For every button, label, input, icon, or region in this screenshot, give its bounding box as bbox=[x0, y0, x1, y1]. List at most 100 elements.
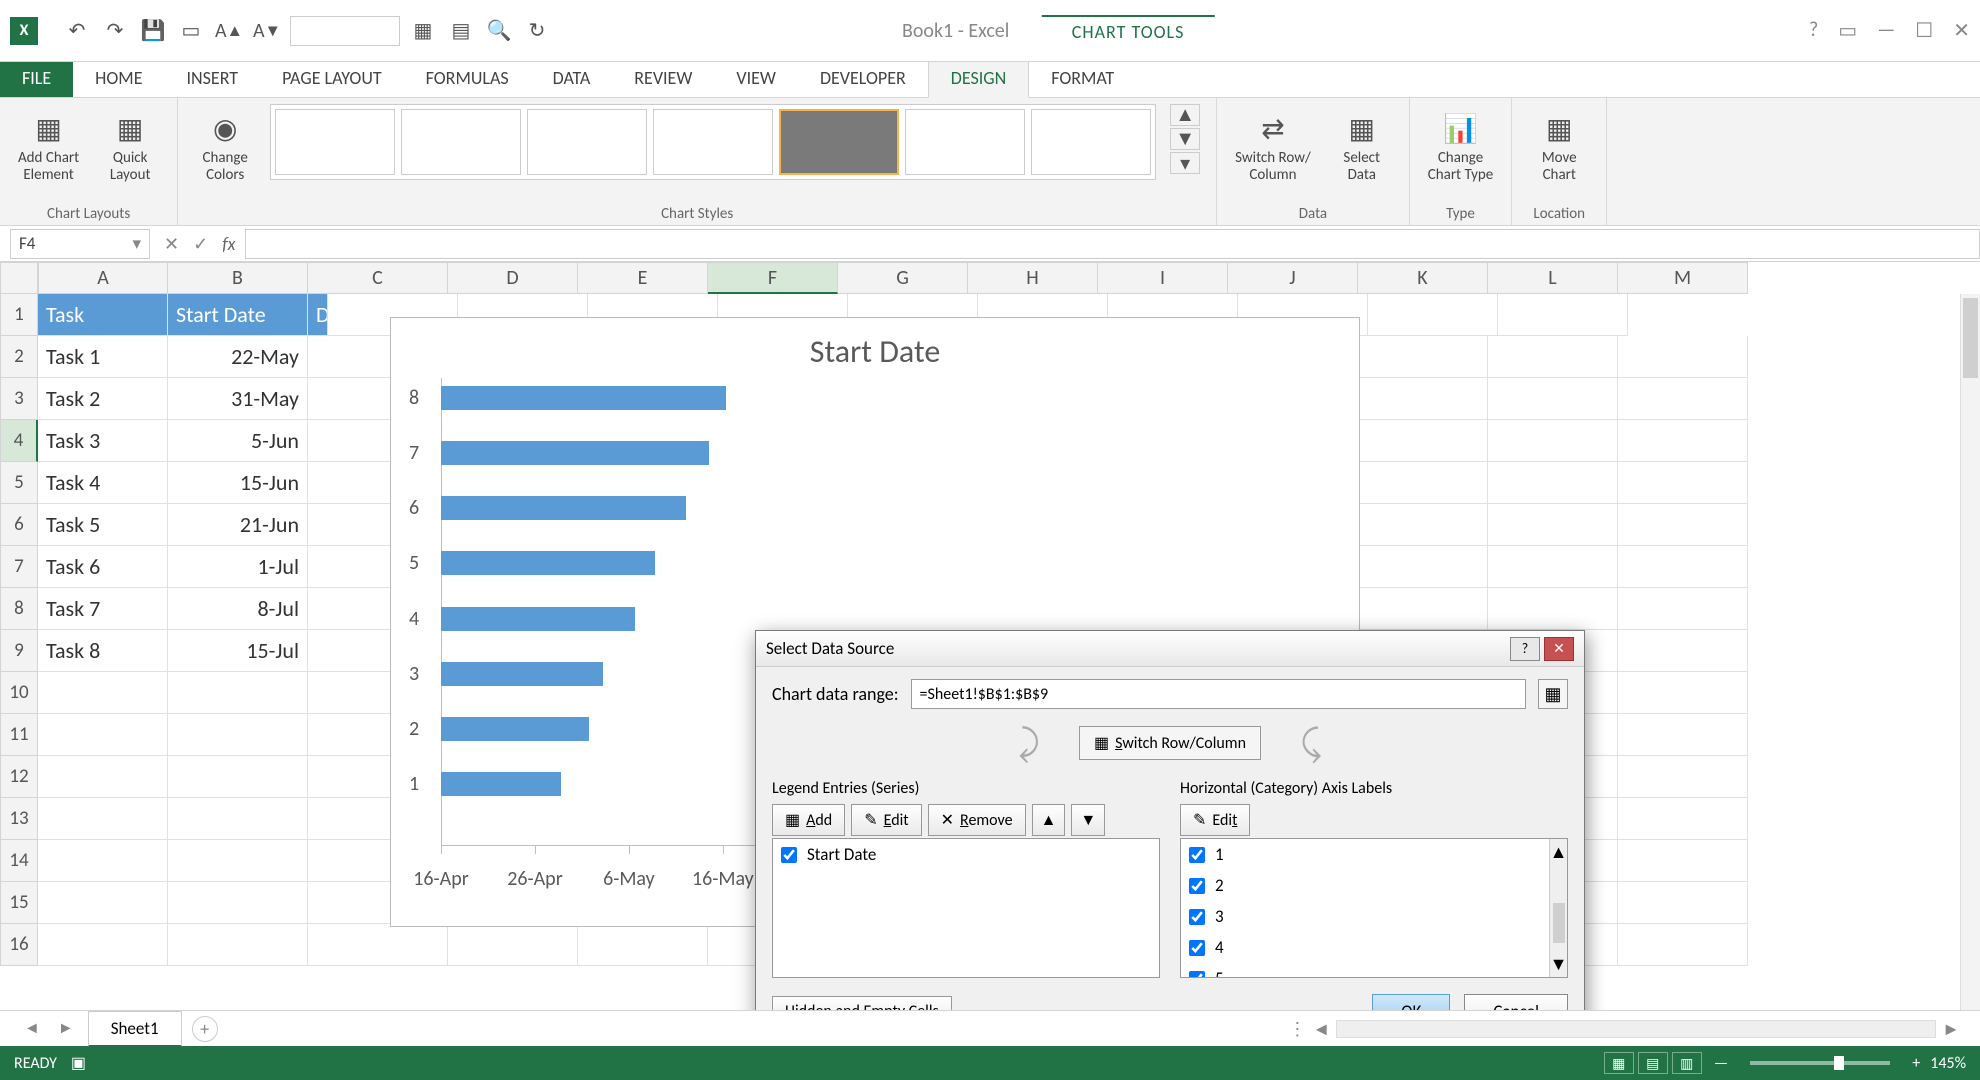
cell-A1[interactable]: Task bbox=[38, 294, 168, 336]
add-chart-element-button[interactable]: ▦ Add Chart Element bbox=[12, 104, 85, 189]
zoom-slider[interactable] bbox=[1750, 1061, 1890, 1065]
cell-B3[interactable]: 31-May bbox=[168, 378, 308, 420]
cell-M2[interactable] bbox=[1618, 336, 1748, 378]
series-move-up-button[interactable]: ▲ bbox=[1032, 804, 1066, 836]
chart-styles-gallery[interactable] bbox=[270, 104, 1156, 180]
row-header-12[interactable]: 12 bbox=[0, 756, 38, 798]
chart-bar-7[interactable] bbox=[441, 441, 709, 465]
cell-B4[interactable]: 5-Jun bbox=[168, 420, 308, 462]
cell-B11[interactable] bbox=[168, 714, 308, 756]
tab-home[interactable]: HOME bbox=[73, 59, 164, 97]
cell-B16[interactable] bbox=[168, 924, 308, 966]
cell-B2[interactable]: 22-May bbox=[168, 336, 308, 378]
cell-B10[interactable] bbox=[168, 672, 308, 714]
cell-K4[interactable] bbox=[1358, 420, 1488, 462]
cancel-button[interactable]: Cancel bbox=[1464, 994, 1568, 1010]
gallery-more-button[interactable]: ▾ bbox=[1170, 152, 1200, 174]
cell-M9[interactable] bbox=[1618, 630, 1748, 672]
cell-B1[interactable]: Start Date bbox=[168, 294, 308, 336]
name-box-dropdown-icon[interactable]: ▾ bbox=[132, 233, 141, 254]
row-header-5[interactable]: 5 bbox=[0, 462, 38, 504]
cell-M15[interactable] bbox=[1618, 882, 1748, 924]
cell-M13[interactable] bbox=[1618, 798, 1748, 840]
row-header-6[interactable]: 6 bbox=[0, 504, 38, 546]
row-header-13[interactable]: 13 bbox=[0, 798, 38, 840]
cell-K5[interactable] bbox=[1358, 462, 1488, 504]
name-box[interactable]: F4 ▾ bbox=[10, 229, 150, 259]
zoom-level[interactable]: 145% bbox=[1930, 1054, 1966, 1073]
cell-B8[interactable]: 8-Jul bbox=[168, 588, 308, 630]
row-header-8[interactable]: 8 bbox=[0, 588, 38, 630]
add-sheet-button[interactable]: + bbox=[192, 1016, 218, 1042]
cell-A5[interactable]: Task 4 bbox=[38, 462, 168, 504]
qat-button[interactable]: ▭ bbox=[176, 16, 206, 46]
cell-M11[interactable] bbox=[1618, 714, 1748, 756]
category-checkbox[interactable] bbox=[1189, 847, 1205, 863]
maximize-button[interactable]: ☐ bbox=[1915, 18, 1933, 43]
dialog-titlebar[interactable]: Select Data Source ? ✕ bbox=[756, 631, 1584, 667]
cell-L5[interactable] bbox=[1488, 462, 1618, 504]
chart-bar-4[interactable] bbox=[441, 607, 635, 631]
tab-design[interactable]: DESIGN bbox=[928, 58, 1029, 98]
select-data-button[interactable]: ▦ Select Data bbox=[1327, 104, 1397, 189]
category-item[interactable]: 1 bbox=[1181, 839, 1567, 870]
cell-B14[interactable] bbox=[168, 840, 308, 882]
row-header-11[interactable]: 11 bbox=[0, 714, 38, 756]
qat-icon-4[interactable]: ↻ bbox=[522, 16, 552, 46]
category-item[interactable]: 2 bbox=[1181, 870, 1567, 901]
column-header-K[interactable]: K bbox=[1358, 262, 1488, 294]
gallery-down-button[interactable]: ▼ bbox=[1170, 128, 1200, 150]
cell-A14[interactable] bbox=[38, 840, 168, 882]
column-header-B[interactable]: B bbox=[168, 262, 308, 294]
category-checkbox[interactable] bbox=[1189, 940, 1205, 956]
enter-formula-button[interactable]: ✓ bbox=[193, 233, 208, 255]
column-header-L[interactable]: L bbox=[1488, 262, 1618, 294]
row-header-7[interactable]: 7 bbox=[0, 546, 38, 588]
cell-M6[interactable] bbox=[1618, 504, 1748, 546]
cell-A10[interactable] bbox=[38, 672, 168, 714]
column-header-J[interactable]: J bbox=[1228, 262, 1358, 294]
cell-M3[interactable] bbox=[1618, 378, 1748, 420]
dialog-close-button[interactable]: ✕ bbox=[1544, 637, 1574, 661]
gallery-up-button[interactable]: ▲ bbox=[1170, 104, 1200, 126]
chart-style-6[interactable] bbox=[905, 109, 1025, 175]
cell-L8[interactable] bbox=[1488, 588, 1618, 630]
cell-B9[interactable]: 15-Jul bbox=[168, 630, 308, 672]
help-button[interactable]: ? bbox=[1809, 18, 1818, 43]
column-header-C[interactable]: C bbox=[308, 262, 448, 294]
close-button[interactable]: ✕ bbox=[1953, 18, 1970, 43]
tab-data[interactable]: DATA bbox=[531, 59, 613, 97]
column-header-H[interactable]: H bbox=[968, 262, 1098, 294]
hscroll-right[interactable]: ► bbox=[1942, 1018, 1960, 1040]
redo-button[interactable]: ↷ bbox=[100, 16, 130, 46]
qat-icon-2[interactable]: ▤ bbox=[446, 16, 476, 46]
dialog-help-button[interactable]: ? bbox=[1510, 637, 1540, 661]
chart-style-4[interactable] bbox=[653, 109, 773, 175]
row-header-4[interactable]: 4 bbox=[0, 420, 38, 462]
cell-L1[interactable] bbox=[1368, 294, 1498, 336]
row-header-14[interactable]: 14 bbox=[0, 840, 38, 882]
normal-view-button[interactable]: ▦ bbox=[1604, 1052, 1634, 1074]
tab-insert[interactable]: INSERT bbox=[164, 59, 260, 97]
hscroll-left[interactable]: ◄ bbox=[1312, 1018, 1330, 1040]
cell-B12[interactable] bbox=[168, 756, 308, 798]
series-edit-button[interactable]: ✎Edit bbox=[851, 804, 921, 836]
range-selector-button[interactable]: ▦ bbox=[1538, 679, 1568, 709]
page-layout-view-button[interactable]: ▤ bbox=[1638, 1052, 1668, 1074]
cell-A11[interactable] bbox=[38, 714, 168, 756]
tab-file[interactable]: FILE bbox=[0, 59, 73, 97]
chart-style-3[interactable] bbox=[527, 109, 647, 175]
cell-A9[interactable]: Task 8 bbox=[38, 630, 168, 672]
font-decrease-button[interactable]: A▼ bbox=[252, 16, 282, 46]
cell-K6[interactable] bbox=[1358, 504, 1488, 546]
vertical-scrollbar[interactable] bbox=[1960, 294, 1980, 1010]
zoom-in-button[interactable]: + bbox=[1912, 1054, 1920, 1073]
series-add-button[interactable]: ▦Add bbox=[772, 804, 845, 836]
column-header-M[interactable]: M bbox=[1618, 262, 1748, 294]
category-checkbox[interactable] bbox=[1189, 971, 1205, 979]
row-header-10[interactable]: 10 bbox=[0, 672, 38, 714]
series-move-down-button[interactable]: ▼ bbox=[1071, 804, 1105, 836]
qat-icon-1[interactable]: ▦ bbox=[408, 16, 438, 46]
switch-row-column-dialog-button[interactable]: ▦ Switch Row/Column bbox=[1079, 726, 1261, 760]
tab-formulas[interactable]: FORMULAS bbox=[404, 59, 531, 97]
